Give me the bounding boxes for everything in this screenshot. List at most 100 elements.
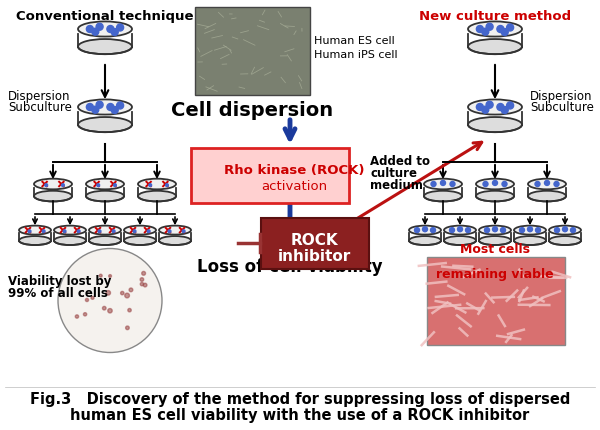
Text: human ES cell viability with the use of a ROCK inhibitor: human ES cell viability with the use of …: [70, 407, 530, 422]
Ellipse shape: [514, 226, 546, 235]
Circle shape: [92, 107, 99, 114]
Circle shape: [182, 230, 185, 233]
Ellipse shape: [444, 237, 476, 246]
Circle shape: [96, 24, 103, 31]
Circle shape: [502, 182, 507, 187]
Circle shape: [103, 307, 106, 310]
Ellipse shape: [468, 22, 522, 37]
Bar: [427, 258, 565, 345]
Circle shape: [98, 230, 101, 233]
Circle shape: [520, 228, 524, 233]
Circle shape: [493, 227, 497, 232]
Ellipse shape: [549, 237, 581, 246]
Circle shape: [116, 25, 124, 32]
Ellipse shape: [476, 191, 514, 202]
FancyBboxPatch shape: [260, 218, 368, 269]
Circle shape: [111, 107, 118, 114]
Circle shape: [168, 230, 171, 233]
Circle shape: [147, 230, 150, 233]
Circle shape: [506, 103, 514, 110]
Circle shape: [440, 181, 446, 186]
Ellipse shape: [528, 191, 566, 202]
Circle shape: [128, 309, 131, 312]
Circle shape: [42, 230, 45, 233]
Circle shape: [143, 284, 147, 287]
Ellipse shape: [528, 179, 566, 190]
Text: Conventional technique: Conventional technique: [16, 10, 194, 23]
Ellipse shape: [124, 226, 156, 235]
Circle shape: [113, 184, 116, 187]
Ellipse shape: [409, 237, 441, 246]
Ellipse shape: [468, 40, 522, 55]
Circle shape: [501, 107, 508, 114]
Ellipse shape: [19, 237, 51, 246]
Circle shape: [466, 228, 470, 233]
Ellipse shape: [89, 237, 121, 246]
Circle shape: [125, 294, 130, 298]
Circle shape: [28, 230, 31, 233]
Circle shape: [140, 283, 143, 286]
Circle shape: [476, 26, 484, 34]
Circle shape: [563, 227, 568, 232]
Circle shape: [501, 30, 508, 37]
Text: Dispersion: Dispersion: [8, 90, 71, 103]
Circle shape: [91, 297, 94, 300]
Text: Added to: Added to: [370, 155, 430, 168]
Text: Subculture: Subculture: [530, 101, 594, 114]
Ellipse shape: [479, 226, 511, 235]
Text: 99% of all cells: 99% of all cells: [8, 287, 108, 300]
Circle shape: [97, 184, 100, 187]
Ellipse shape: [424, 179, 462, 190]
Circle shape: [536, 228, 541, 233]
Text: inhibitor: inhibitor: [278, 249, 351, 264]
Circle shape: [142, 272, 146, 276]
Circle shape: [506, 25, 514, 32]
Ellipse shape: [514, 237, 546, 246]
Circle shape: [140, 278, 143, 282]
Ellipse shape: [468, 118, 522, 133]
Text: Human ES cell: Human ES cell: [314, 36, 395, 46]
Circle shape: [77, 230, 80, 233]
Circle shape: [106, 291, 110, 295]
Circle shape: [554, 228, 560, 233]
Text: New culture method: New culture method: [419, 10, 571, 23]
Text: medium: medium: [370, 178, 423, 191]
Circle shape: [133, 230, 136, 233]
Text: Cell dispersion: Cell dispersion: [172, 101, 334, 120]
Text: activation: activation: [261, 180, 327, 193]
Circle shape: [86, 104, 94, 111]
Ellipse shape: [54, 237, 86, 246]
Circle shape: [166, 184, 169, 187]
Circle shape: [415, 228, 419, 233]
Ellipse shape: [89, 226, 121, 235]
Circle shape: [125, 326, 129, 330]
Circle shape: [63, 230, 66, 233]
Text: Viability lost by: Viability lost by: [8, 275, 112, 288]
Text: Dispersion: Dispersion: [530, 90, 593, 103]
Text: Human iPS cell: Human iPS cell: [314, 50, 398, 60]
Circle shape: [92, 29, 99, 36]
Circle shape: [483, 182, 488, 187]
Ellipse shape: [78, 118, 132, 133]
Circle shape: [129, 289, 133, 292]
Circle shape: [485, 228, 490, 233]
Ellipse shape: [34, 179, 72, 190]
Circle shape: [497, 26, 504, 34]
Ellipse shape: [19, 226, 51, 235]
Ellipse shape: [86, 179, 124, 190]
Circle shape: [45, 184, 47, 187]
Ellipse shape: [468, 100, 522, 115]
Text: Most cells: Most cells: [460, 243, 530, 255]
Ellipse shape: [476, 179, 514, 190]
Ellipse shape: [78, 100, 132, 115]
Circle shape: [431, 228, 436, 233]
Circle shape: [482, 107, 489, 114]
Circle shape: [112, 230, 115, 233]
Circle shape: [571, 228, 575, 233]
Ellipse shape: [138, 191, 176, 202]
Circle shape: [482, 29, 489, 36]
Circle shape: [493, 181, 497, 186]
Ellipse shape: [159, 237, 191, 246]
Ellipse shape: [549, 226, 581, 235]
Circle shape: [86, 26, 94, 34]
